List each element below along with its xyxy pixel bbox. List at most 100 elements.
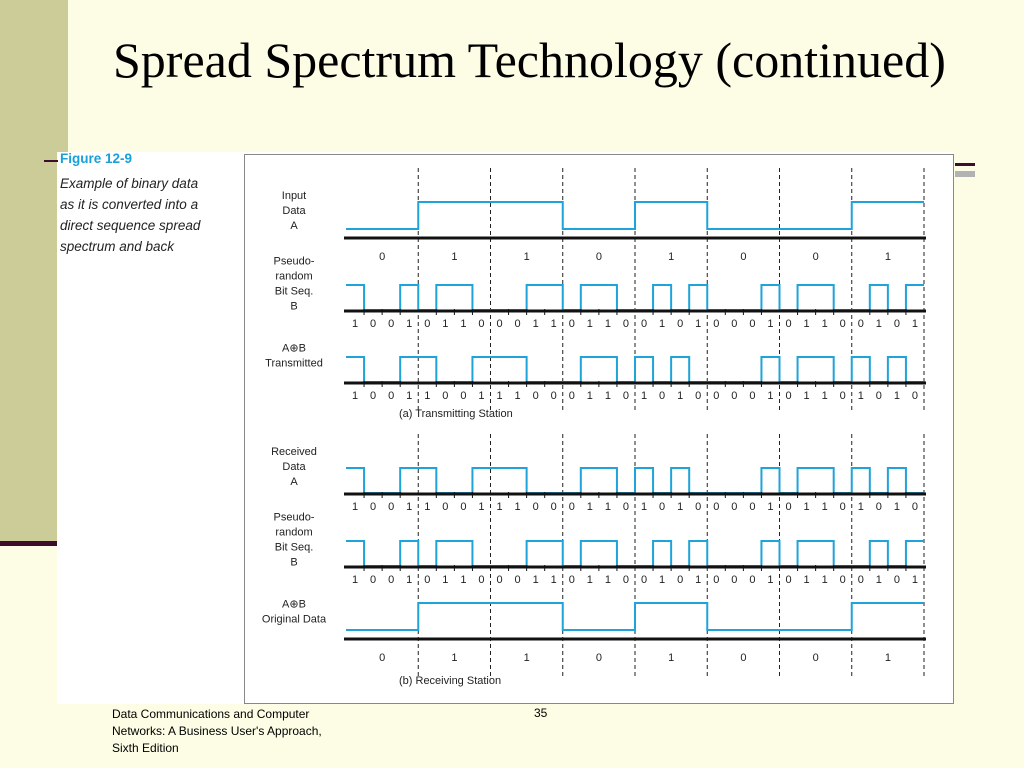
bit-value-label: 1 bbox=[912, 318, 918, 330]
bit-value-label: 1 bbox=[587, 390, 593, 402]
bit-value-label: 0 bbox=[641, 318, 647, 330]
bit-value-label: 0 bbox=[785, 501, 791, 513]
bit-value-label: 0 bbox=[569, 318, 575, 330]
bit-value-label: 0 bbox=[478, 574, 484, 586]
bit-value-label: 0 bbox=[370, 574, 376, 586]
row-label-line: Bit Seq. bbox=[275, 542, 314, 554]
bit-value-label: 0 bbox=[785, 390, 791, 402]
bit-value-label: 1 bbox=[352, 501, 358, 513]
bit-value-label: 0 bbox=[713, 390, 719, 402]
bit-value-label: 0 bbox=[740, 652, 746, 664]
bit-value-label: 0 bbox=[813, 652, 819, 664]
bit-value-label: 0 bbox=[442, 390, 448, 402]
row-label-line: Pseudo- bbox=[274, 256, 315, 268]
bit-value-label: 0 bbox=[623, 318, 629, 330]
bit-value-label: 0 bbox=[623, 390, 629, 402]
bit-value-label: 1 bbox=[659, 318, 665, 330]
bit-value-label: 1 bbox=[406, 318, 412, 330]
bit-value-label: 0 bbox=[370, 501, 376, 513]
row-label-line: Original Data bbox=[262, 614, 327, 626]
row-label-line: Received bbox=[271, 446, 317, 458]
row-label-line: Data bbox=[282, 461, 306, 473]
bit-value-label: 1 bbox=[424, 501, 430, 513]
bit-value-label: 1 bbox=[876, 318, 882, 330]
bit-value-label: 0 bbox=[713, 574, 719, 586]
bit-value-label: 0 bbox=[370, 318, 376, 330]
bit-value-label: 0 bbox=[388, 318, 394, 330]
row-label-line: Data bbox=[282, 205, 306, 217]
left-divider-rule bbox=[0, 541, 70, 546]
bit-value-label: 0 bbox=[713, 501, 719, 513]
row-label-line: A bbox=[290, 476, 298, 488]
bit-value-label: 0 bbox=[677, 574, 683, 586]
bit-value-label: 0 bbox=[876, 390, 882, 402]
bit-value-label: 0 bbox=[695, 390, 701, 402]
bit-value-label: 0 bbox=[813, 251, 819, 263]
bit-value-label: 0 bbox=[677, 318, 683, 330]
row-label-line: B bbox=[290, 301, 297, 313]
bit-value-label: 0 bbox=[749, 390, 755, 402]
signal-waveform bbox=[346, 201, 924, 230]
bit-value-label: 0 bbox=[840, 501, 846, 513]
figure-caption-line: Example of binary data bbox=[60, 176, 199, 191]
bit-value-label: 0 bbox=[515, 574, 521, 586]
bit-value-label: 0 bbox=[388, 390, 394, 402]
row-label-line: random bbox=[275, 271, 312, 283]
bit-value-label: 0 bbox=[569, 390, 575, 402]
right-divider-rule bbox=[955, 163, 975, 177]
row-label-line: B bbox=[290, 557, 297, 569]
bit-value-label: 1 bbox=[442, 318, 448, 330]
bit-value-label: 1 bbox=[478, 501, 484, 513]
bit-value-label: 1 bbox=[551, 574, 557, 586]
bit-value-label: 0 bbox=[379, 251, 385, 263]
bit-value-label: 0 bbox=[749, 574, 755, 586]
bit-value-label: 1 bbox=[804, 318, 810, 330]
bit-value-label: 1 bbox=[460, 318, 466, 330]
bit-value-label: 0 bbox=[533, 390, 539, 402]
bit-value-label: 0 bbox=[460, 501, 466, 513]
footer-line: Networks: A Business User's Approach, bbox=[112, 724, 322, 738]
bit-value-label: 0 bbox=[623, 501, 629, 513]
bit-value-label: 0 bbox=[496, 318, 502, 330]
section-caption: (a) Transmitting Station bbox=[399, 408, 513, 420]
row-label-line: A⊕B bbox=[282, 343, 306, 355]
bit-value-label: 0 bbox=[713, 318, 719, 330]
bit-value-label: 0 bbox=[659, 390, 665, 402]
bit-value-label: 1 bbox=[406, 574, 412, 586]
page-number: 35 bbox=[534, 706, 548, 720]
bit-value-label: 1 bbox=[605, 390, 611, 402]
bit-value-label: 0 bbox=[695, 501, 701, 513]
figure-label: Figure 12-9 bbox=[60, 151, 133, 166]
bit-value-label: 1 bbox=[677, 501, 683, 513]
bit-value-label: 1 bbox=[858, 501, 864, 513]
bit-value-label: 1 bbox=[460, 574, 466, 586]
signal-waveform bbox=[346, 356, 924, 383]
bit-value-label: 1 bbox=[442, 574, 448, 586]
bit-value-label: 1 bbox=[406, 390, 412, 402]
bit-value-label: 1 bbox=[406, 501, 412, 513]
bit-value-label: 1 bbox=[605, 501, 611, 513]
bit-value-label: 1 bbox=[352, 574, 358, 586]
bit-value-label: 1 bbox=[767, 318, 773, 330]
bit-value-label: 1 bbox=[885, 652, 891, 664]
bit-value-label: 0 bbox=[840, 574, 846, 586]
bit-value-label: 1 bbox=[496, 390, 502, 402]
bit-value-label: 1 bbox=[551, 318, 557, 330]
bit-value-label: 0 bbox=[460, 390, 466, 402]
bit-value-label: 1 bbox=[659, 574, 665, 586]
bit-value-label: 1 bbox=[822, 574, 828, 586]
footer-line: Sixth Edition bbox=[112, 741, 179, 755]
bit-value-label: 0 bbox=[551, 390, 557, 402]
bit-value-label: 0 bbox=[641, 574, 647, 586]
bit-value-label: 1 bbox=[533, 574, 539, 586]
bit-value-label: 0 bbox=[533, 501, 539, 513]
bit-value-label: 0 bbox=[876, 501, 882, 513]
bit-value-label: 0 bbox=[659, 501, 665, 513]
bit-value-label: 1 bbox=[352, 390, 358, 402]
bit-value-label: 0 bbox=[388, 574, 394, 586]
bit-value-label: 0 bbox=[858, 318, 864, 330]
bit-value-label: 1 bbox=[496, 501, 502, 513]
bit-value-label: 1 bbox=[515, 501, 521, 513]
bit-value-label: 1 bbox=[641, 390, 647, 402]
